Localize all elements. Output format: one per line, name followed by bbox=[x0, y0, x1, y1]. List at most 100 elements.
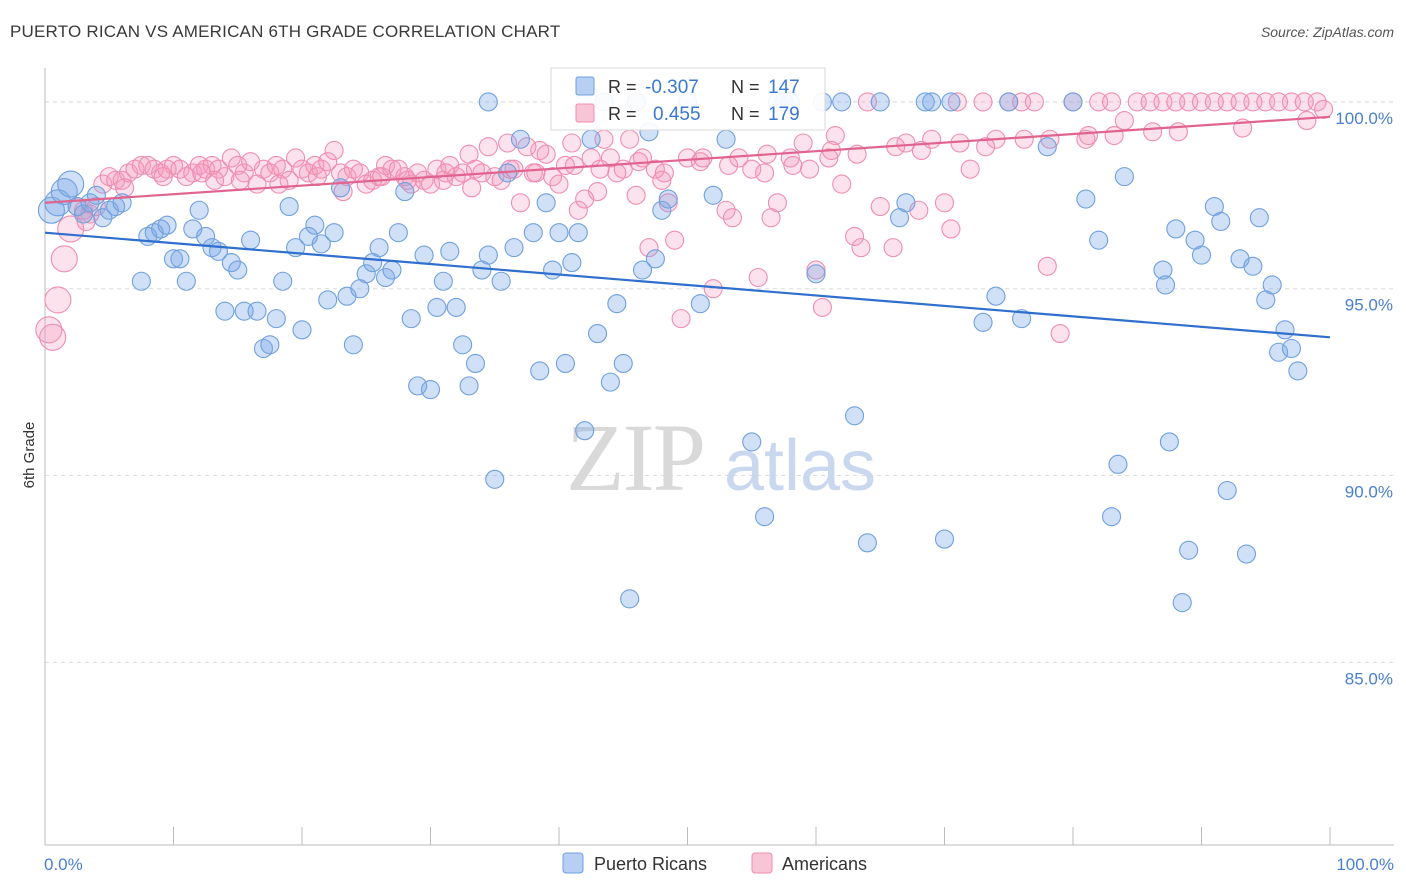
american-point-180 bbox=[192, 163, 212, 183]
stats-swatch-americans bbox=[575, 103, 595, 123]
puerto-rican-point-82 bbox=[581, 129, 601, 149]
puerto-rican-point-83 bbox=[587, 324, 608, 344]
puerto-rican-point-94 bbox=[658, 189, 678, 209]
puerto-rican-point-113 bbox=[922, 92, 942, 112]
american-point-179 bbox=[153, 167, 173, 187]
puerto-rican-point-34 bbox=[273, 271, 293, 291]
puerto-rican-point-73 bbox=[523, 223, 543, 243]
puerto-rican-point-137 bbox=[1217, 480, 1237, 501]
american-point-130 bbox=[960, 159, 980, 179]
american-point-106 bbox=[742, 159, 762, 179]
american-point-115 bbox=[812, 297, 832, 317]
american-point-137 bbox=[1050, 324, 1070, 344]
legend: Puerto Ricans Americans bbox=[562, 852, 867, 874]
puerto-rican-point-131 bbox=[1172, 593, 1192, 613]
puerto-rican-point-108 bbox=[857, 533, 877, 553]
american-point-163 bbox=[462, 178, 482, 198]
american-point-48 bbox=[343, 159, 363, 179]
puerto-rican-point-47 bbox=[356, 264, 376, 284]
puerto-rican-point-29 bbox=[241, 230, 261, 250]
puerto-rican-point-5 bbox=[74, 204, 94, 224]
puerto-rican-point-61 bbox=[446, 297, 466, 317]
american-point-94 bbox=[639, 238, 659, 258]
puerto-rican-point-136 bbox=[1211, 211, 1231, 232]
american-point-119 bbox=[844, 226, 865, 246]
puerto-rican-point-87 bbox=[613, 353, 633, 374]
y-tick-label-100: 100.0% bbox=[1335, 109, 1393, 128]
puerto-rican-point-125 bbox=[1108, 454, 1128, 474]
american-point-40 bbox=[292, 159, 312, 179]
american-point-104 bbox=[722, 208, 743, 228]
american-point-120 bbox=[851, 238, 871, 258]
puerto-rican-point-66 bbox=[478, 92, 498, 112]
puerto-rican-point-111 bbox=[896, 193, 916, 213]
american-point-69 bbox=[478, 137, 498, 157]
american-point-108 bbox=[755, 163, 775, 183]
american-point-124 bbox=[896, 133, 916, 153]
american-point-44 bbox=[318, 152, 338, 172]
stats-r-label-2: R = bbox=[608, 104, 637, 124]
puerto-rican-point-93 bbox=[652, 200, 672, 220]
american-point-29 bbox=[221, 148, 241, 168]
puerto-rican-point-76 bbox=[543, 260, 563, 280]
american-point-96 bbox=[652, 170, 672, 190]
american-point-36 bbox=[266, 155, 286, 175]
puerto-rican-point-79 bbox=[562, 253, 582, 273]
american-point-53 bbox=[375, 155, 396, 175]
puerto-rican-point-67 bbox=[478, 245, 498, 265]
american-point-102 bbox=[703, 279, 723, 299]
american-point-193 bbox=[1014, 129, 1034, 149]
watermark-zip: ZIP bbox=[566, 404, 704, 511]
american-point-15 bbox=[131, 155, 151, 175]
puerto-rican-point-116 bbox=[973, 312, 993, 332]
puerto-rican-point-97 bbox=[703, 185, 723, 205]
puerto-rican-point-17 bbox=[163, 249, 184, 269]
legend-item-americans[interactable]: Americans bbox=[751, 852, 867, 874]
source-label: Source: ZipAtlas.com bbox=[1260, 24, 1394, 40]
puerto-rican-point-88 bbox=[620, 589, 640, 609]
puerto-rican-point-37 bbox=[292, 320, 312, 340]
american-point-139 bbox=[1076, 129, 1096, 149]
american-point-173 bbox=[1104, 125, 1124, 146]
american-point-136 bbox=[1037, 256, 1057, 276]
puerto-rican-point-58 bbox=[427, 297, 447, 317]
american-point-165 bbox=[590, 159, 610, 179]
puerto-rican-point-55 bbox=[408, 376, 428, 396]
puerto-rican-point-117 bbox=[986, 286, 1006, 306]
puerto-rican-point-86 bbox=[607, 294, 627, 314]
puerto-rican-point-143 bbox=[1262, 275, 1282, 295]
puerto-rican-point-121 bbox=[1063, 92, 1083, 112]
puerto-rican-point-119 bbox=[1012, 309, 1032, 329]
puerto-rican-point-25 bbox=[215, 301, 235, 321]
legend-item-puerto-ricans[interactable]: Puerto Ricans bbox=[562, 852, 707, 874]
puerto-rican-point-40 bbox=[311, 234, 331, 254]
american-point-131 bbox=[973, 92, 993, 112]
american-point-171 bbox=[976, 137, 996, 157]
puerto-rican-point-51 bbox=[382, 260, 402, 280]
american-point-158 bbox=[1314, 99, 1334, 119]
puerto-rican-point-85 bbox=[600, 372, 620, 392]
american-point-28 bbox=[215, 167, 235, 187]
american-point-122 bbox=[870, 196, 890, 217]
american-point-1 bbox=[39, 323, 67, 351]
american-point-80 bbox=[549, 174, 569, 194]
puerto-rican-point-27 bbox=[228, 260, 248, 280]
puerto-rican-point-6 bbox=[80, 193, 100, 213]
y-tick-label-90: 90.0% bbox=[1345, 483, 1393, 502]
puerto-rican-point-49 bbox=[369, 238, 389, 258]
puerto-rican-point-127 bbox=[1153, 260, 1173, 280]
puerto-rican-point-144 bbox=[1269, 342, 1289, 362]
puerto-rican-point-63 bbox=[459, 376, 479, 396]
american-point-22 bbox=[176, 167, 196, 187]
puerto-rican-point-52 bbox=[388, 223, 408, 243]
american-point-181 bbox=[230, 170, 250, 190]
puerto-rican-point-112 bbox=[915, 92, 935, 112]
american-point-107 bbox=[748, 267, 768, 288]
american-point-110 bbox=[767, 193, 788, 213]
american-point-160 bbox=[269, 174, 289, 194]
american-point-74 bbox=[510, 193, 531, 213]
american-point-2 bbox=[44, 286, 72, 314]
american-point-99 bbox=[671, 309, 691, 329]
puerto-rican-point-41 bbox=[318, 290, 338, 310]
